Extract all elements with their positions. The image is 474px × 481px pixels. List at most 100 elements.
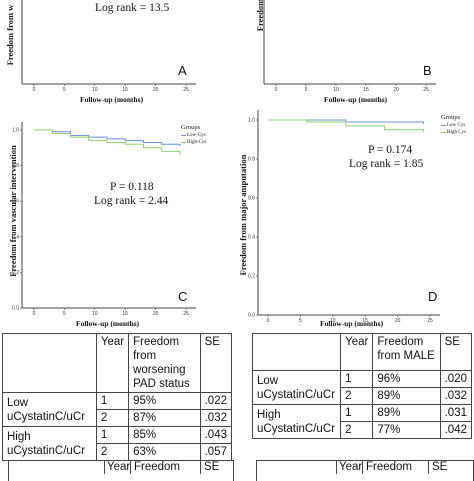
- table-group-cell: Low uCystatinC/uCr: [251, 370, 342, 405]
- table-cell: 1: [95, 426, 130, 444]
- table-row: Low uCystatinC/uCr 1 96% .020: [251, 370, 473, 405]
- bottom-table-right-divider: [336, 460, 337, 474]
- x-tick-label: 25: [427, 318, 433, 324]
- table-cell: 1: [95, 392, 130, 410]
- x-tick-label: 10: [333, 87, 339, 93]
- km-line-high: [268, 119, 425, 132]
- table-group-cell: High uCystatinC/uCr: [251, 404, 342, 439]
- y-tick-label: 0.0: [12, 306, 19, 312]
- x-tick-label: 15: [363, 87, 369, 93]
- x-tick-label: 15: [362, 318, 368, 324]
- panel-c-legend: Low-Cys High-Cys: [181, 132, 206, 146]
- survival-table-male: Year Freedom from MALE SE Low uCystatinC…: [251, 333, 473, 439]
- x-tick-label: 15: [122, 87, 128, 93]
- panel-d-log-rank: Log rank = 1.85: [349, 158, 424, 170]
- panel-c-letter: C: [178, 289, 188, 304]
- table-header-cell: [251, 333, 342, 371]
- table-header-cell: Freedom from worsening PAD status: [128, 333, 201, 393]
- y-tick-label: 0.4: [248, 235, 255, 241]
- y-tick-label: 0.6: [12, 199, 19, 205]
- panel-d-letter: D: [428, 289, 438, 304]
- bottom-left-se: SE: [204, 461, 220, 473]
- panel-d-p-value: P = 0.174: [368, 144, 413, 156]
- table-header-cell: Freedom from MALE: [372, 333, 441, 371]
- table-header-cell: [2, 333, 97, 393]
- bottom-table-left-divider: [200, 460, 201, 474]
- x-tick-label: 25: [423, 87, 429, 93]
- x-tick-label: 5: [299, 318, 302, 324]
- table-header-row: Year Freedom from worsening PAD status S…: [2, 333, 233, 393]
- table-header-cell: SE: [439, 333, 473, 371]
- y-tick-label: 0.0: [248, 313, 255, 319]
- bottom-table-right-divider: [362, 460, 363, 474]
- x-tick-label: 5: [63, 311, 66, 317]
- panel-c-xlabel: Follow-up (months): [76, 319, 140, 328]
- panel-a-log-rank: Log rank = 13.5: [95, 2, 170, 14]
- bottom-left-freedom: Freedom: [134, 461, 181, 473]
- table-row: 2 77% .042: [253, 421, 473, 439]
- bottom-table-left-divider: [104, 460, 105, 474]
- table-cell: .022: [199, 392, 233, 410]
- table-header-cell: Year: [340, 333, 374, 371]
- y-tick-label: 1.0: [248, 118, 255, 124]
- table-cell: 89%: [372, 387, 441, 405]
- x-tick-label: 15: [122, 311, 128, 317]
- bottom-right-freedom: Freedom: [366, 461, 413, 473]
- legend-swatch-high: [181, 142, 186, 143]
- table-cell: 96%: [372, 370, 441, 388]
- y-tick-label: 0.8: [12, 163, 19, 169]
- bottom-table-right-divider: [428, 460, 429, 474]
- x-tick-label: 0: [275, 87, 278, 93]
- table-header-cell: Year: [95, 333, 130, 393]
- table-cell: 2: [95, 443, 130, 461]
- table-cell: 77%: [372, 421, 441, 439]
- panel-d-legend: Low Cys High Cys: [441, 122, 466, 136]
- panel-c-legend-title: Groups: [181, 124, 201, 131]
- table-cell: 2: [340, 387, 374, 405]
- panel-a-xlabel: Follow-up (months): [80, 95, 144, 104]
- legend-label-low: Low Cys: [447, 123, 466, 128]
- table-row: High uCystatinC/uCr 1 89% .031: [251, 404, 473, 439]
- table-cell: .042: [439, 421, 473, 439]
- table-cell: .043: [199, 426, 233, 444]
- table-header-cell: SE: [199, 333, 233, 393]
- y-tick-label: 0.2: [248, 274, 255, 280]
- y-tick-label: 1.0: [12, 128, 19, 134]
- legend-label-low: Low-Cys: [187, 133, 206, 138]
- panel-b-xlabel: Follow-up (months): [324, 95, 388, 104]
- panel-b-letter: B: [423, 63, 432, 78]
- x-tick-label: 0: [33, 311, 36, 317]
- legend-label-high: High-Cys: [187, 140, 207, 145]
- survival-table-pad: Year Freedom from worsening PAD status S…: [2, 333, 233, 461]
- panel-d-legend-title: Groups: [441, 114, 461, 121]
- table-group-cell: High uCystatinC/uCr: [2, 426, 97, 461]
- table-cell: 63%: [128, 443, 201, 461]
- table-cell: 95%: [128, 392, 201, 410]
- bottom-table-left-divider: [130, 460, 131, 474]
- table-cell: .031: [439, 404, 473, 422]
- x-tick-label: 5: [305, 87, 308, 93]
- table-cell: 1: [340, 370, 374, 388]
- table-row: 2 63% .057: [3, 443, 233, 461]
- table-group-cell: Low uCystatinC/uCr: [2, 392, 97, 427]
- y-tick-label: 0.8: [248, 157, 255, 163]
- x-tick-label: 10: [92, 311, 98, 317]
- y-tick-label: 0.6: [248, 196, 255, 202]
- table-row: Low uCystatinC/uCr 1 95% .022: [2, 392, 233, 427]
- bottom-right-year: Year: [339, 461, 363, 473]
- legend-swatch-low: [181, 135, 186, 136]
- table-cell: 1: [340, 404, 374, 422]
- panel-c-log-rank: Log rank = 2.44: [94, 195, 169, 207]
- table-cell: 85%: [128, 426, 201, 444]
- panel-c-p-value: P = 0.118: [110, 181, 154, 193]
- y-tick-label: 0.2: [12, 270, 19, 276]
- x-tick-label: 20: [395, 318, 401, 324]
- x-tick-label: 20: [393, 87, 399, 93]
- km-line-high: [34, 129, 181, 155]
- table-cell: 87%: [128, 409, 201, 427]
- table-row: 2 89% .032: [253, 387, 473, 405]
- legend-swatch-high: [441, 132, 446, 133]
